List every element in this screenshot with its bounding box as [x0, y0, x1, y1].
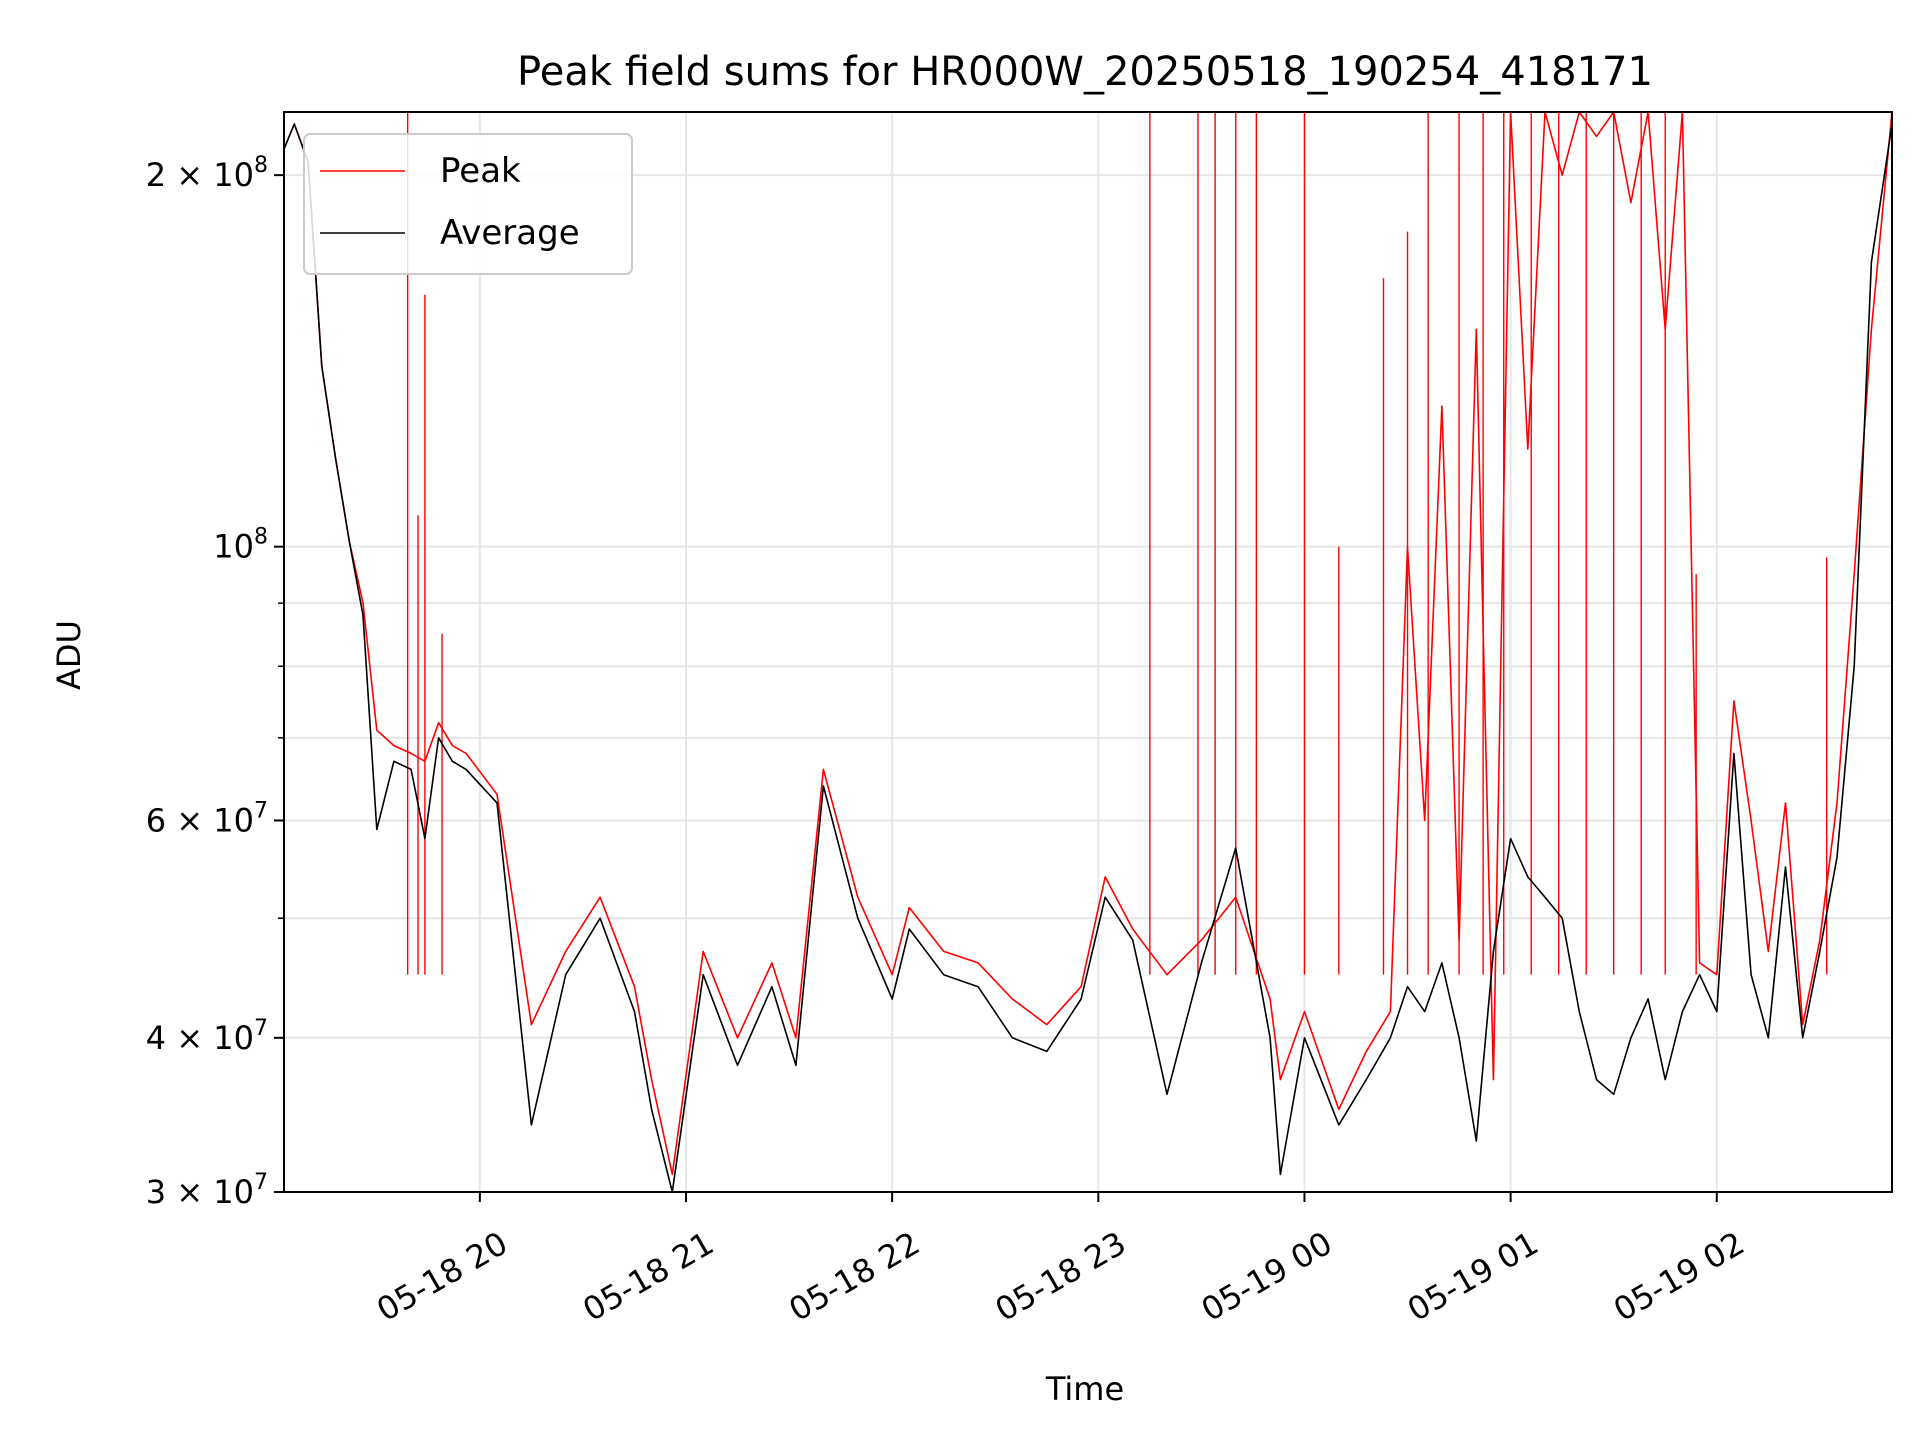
- average-series-line: [283, 123, 1893, 1193]
- y-tick-label: 6 × 107: [146, 798, 268, 839]
- y-tick-label: 3 × 107: [146, 1170, 268, 1211]
- y-axis: 3 × 107 4 × 107 6 × 107 108 2 × 108: [146, 153, 284, 1211]
- axes-frame: [283, 111, 1893, 1193]
- y-tick-label: 108: [213, 525, 268, 566]
- legend-box: [303, 133, 633, 275]
- y-tick-label: 2 × 108: [146, 153, 268, 194]
- y-tick-label: 4 × 107: [146, 1016, 268, 1057]
- y-axis-label: ADU: [50, 620, 88, 690]
- legend: Peak Average: [303, 133, 633, 275]
- legend-peak-label: Peak: [440, 151, 521, 191]
- chart-title: Peak field sums for HR000W_20250518_1902…: [517, 49, 1653, 95]
- peak-series-line: [283, 111, 1893, 1176]
- plot-area: [283, 111, 1893, 1193]
- legend-average-label: Average: [440, 213, 580, 253]
- x-axis-label: Time: [1045, 1370, 1124, 1408]
